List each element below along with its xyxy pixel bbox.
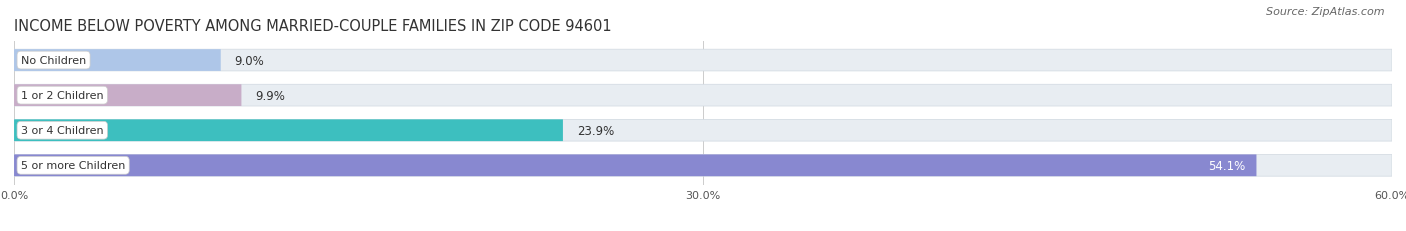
Text: INCOME BELOW POVERTY AMONG MARRIED-COUPLE FAMILIES IN ZIP CODE 94601: INCOME BELOW POVERTY AMONG MARRIED-COUPL…: [14, 18, 612, 33]
Text: 3 or 4 Children: 3 or 4 Children: [21, 126, 104, 136]
Text: 9.9%: 9.9%: [256, 89, 285, 102]
Text: 54.1%: 54.1%: [1208, 159, 1244, 172]
FancyBboxPatch shape: [14, 155, 1257, 176]
FancyBboxPatch shape: [14, 85, 242, 106]
Text: 1 or 2 Children: 1 or 2 Children: [21, 91, 104, 101]
Text: 5 or more Children: 5 or more Children: [21, 161, 125, 170]
Text: 23.9%: 23.9%: [576, 124, 614, 137]
FancyBboxPatch shape: [14, 120, 562, 141]
FancyBboxPatch shape: [14, 50, 1392, 72]
FancyBboxPatch shape: [14, 155, 1392, 176]
Text: 9.0%: 9.0%: [235, 54, 264, 67]
FancyBboxPatch shape: [14, 85, 1392, 106]
FancyBboxPatch shape: [14, 120, 1392, 141]
FancyBboxPatch shape: [14, 50, 221, 72]
Text: No Children: No Children: [21, 56, 86, 66]
Text: Source: ZipAtlas.com: Source: ZipAtlas.com: [1267, 7, 1385, 17]
